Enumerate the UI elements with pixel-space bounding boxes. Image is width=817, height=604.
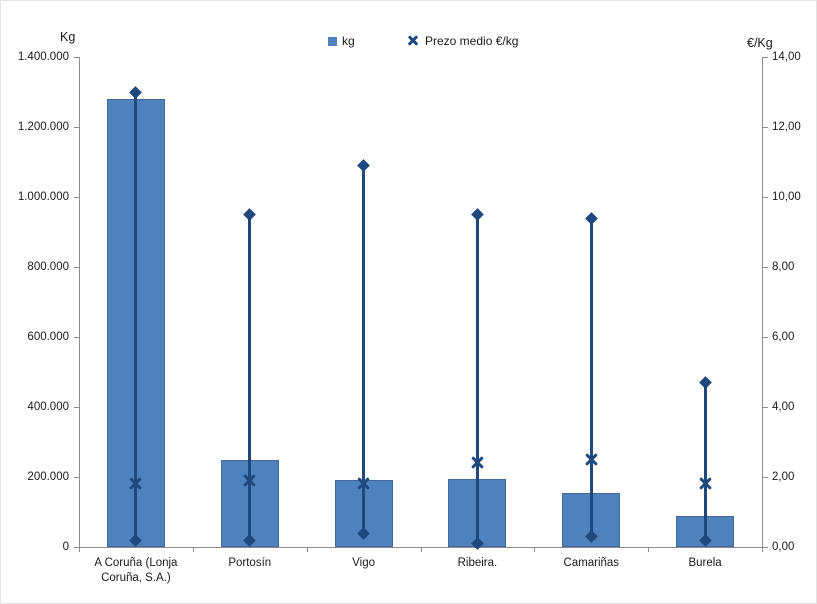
right-axis-tick-label: 14,00 bbox=[772, 50, 801, 63]
legend-label-prezo-medio: Prezo medio €/kg bbox=[425, 34, 519, 48]
prezo-medio-x-marker-icon bbox=[128, 477, 143, 492]
max-diamond-icon bbox=[698, 376, 712, 389]
legend-label-kg: kg bbox=[342, 34, 355, 48]
x-axis-tick bbox=[762, 547, 763, 552]
right-axis-tick bbox=[763, 407, 768, 408]
legend-item-kg: kg bbox=[328, 34, 355, 48]
left-axis-tick bbox=[74, 267, 79, 268]
left-axis-tick-label: 1.200.000 bbox=[17, 120, 69, 133]
bar-series-swatch-icon bbox=[328, 36, 337, 46]
max-diamond-icon bbox=[584, 211, 598, 225]
right-axis-tick bbox=[763, 197, 768, 198]
category-label: Camariñas bbox=[563, 557, 620, 569]
left-axis-line bbox=[79, 57, 80, 547]
x-axis-tick bbox=[648, 547, 650, 552]
left-axis-tick-label: 200.000 bbox=[27, 470, 69, 483]
right-axis-tick bbox=[763, 547, 768, 548]
right-axis-tick-label: 12,00 bbox=[772, 120, 801, 133]
left-axis-tick bbox=[74, 57, 79, 58]
left-axis-title: Kg bbox=[60, 30, 76, 44]
right-axis-tick bbox=[763, 337, 768, 338]
right-axis-title: €/Kg bbox=[747, 36, 773, 50]
x-axis-tick bbox=[420, 547, 422, 552]
x-axis-tick bbox=[79, 547, 80, 552]
left-axis-tick-label: 1.000.000 bbox=[17, 190, 69, 203]
right-axis-tick bbox=[763, 477, 768, 478]
left-axis-tick-label: 1.400.000 bbox=[17, 50, 69, 63]
prezo-medio-x-marker-icon bbox=[698, 477, 713, 492]
category-label: Vigo bbox=[352, 557, 375, 569]
right-axis-tick-label: 0,00 bbox=[772, 540, 795, 553]
right-axis-line bbox=[762, 57, 763, 547]
max-diamond-icon bbox=[357, 159, 370, 172]
category-label: Ribeira. bbox=[457, 557, 498, 569]
legend-item-prezo-medio: Prezo medio €/kg bbox=[407, 34, 518, 48]
hilo-line bbox=[362, 165, 366, 533]
max-diamond-icon bbox=[243, 208, 257, 221]
right-axis-tick-label: 8,00 bbox=[772, 260, 795, 273]
left-axis-tick bbox=[74, 547, 79, 548]
hilo-line bbox=[703, 382, 707, 540]
hilo-line bbox=[248, 214, 252, 540]
right-axis-tick bbox=[763, 57, 768, 58]
hilo-line bbox=[589, 218, 593, 537]
left-axis-tick bbox=[74, 407, 79, 408]
x-axis-tick bbox=[306, 547, 308, 552]
left-axis-tick-label: 800.000 bbox=[27, 260, 69, 273]
right-axis-tick-label: 4,00 bbox=[772, 400, 795, 413]
prezo-medio-x-marker-icon bbox=[242, 473, 257, 488]
left-axis-tick bbox=[74, 477, 79, 478]
hilo-line bbox=[134, 92, 138, 540]
right-axis-tick-label: 10,00 bbox=[772, 190, 801, 203]
prezo-medio-x-marker-icon bbox=[356, 477, 371, 492]
left-axis-tick bbox=[74, 197, 79, 198]
category-label: Portosín bbox=[228, 557, 272, 569]
left-axis-tick bbox=[74, 337, 79, 338]
right-axis-tick bbox=[763, 127, 768, 128]
right-axis-tick-label: 2,00 bbox=[772, 470, 795, 483]
left-axis-tick-label: 400.000 bbox=[27, 400, 69, 413]
category-label: A Coruña (Lonja Coruña, S.A.) bbox=[94, 557, 178, 584]
left-axis-tick-label: 0 bbox=[62, 540, 69, 553]
max-diamond-icon bbox=[129, 85, 143, 99]
category-label: Burela bbox=[688, 557, 722, 569]
prezo-medio-x-marker-icon bbox=[470, 456, 485, 471]
left-axis-tick-label: 600.000 bbox=[27, 330, 69, 343]
right-axis-tick-label: 6,00 bbox=[772, 330, 795, 343]
right-axis-tick bbox=[763, 267, 768, 268]
hilo-line bbox=[475, 214, 479, 544]
left-axis-tick bbox=[74, 127, 79, 128]
prezo-medio-x-marker-icon bbox=[584, 452, 599, 467]
max-diamond-icon bbox=[471, 208, 484, 221]
x-marker-icon bbox=[407, 35, 419, 47]
x-axis-tick bbox=[534, 547, 536, 552]
x-axis-tick bbox=[192, 547, 194, 552]
